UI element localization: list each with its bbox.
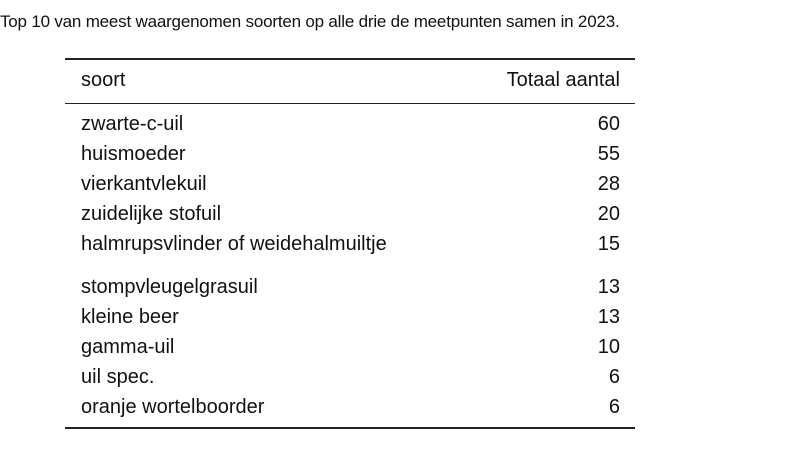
table-row: zuidelijke stofuil 20 (65, 203, 635, 231)
count-cell: 6 (608, 366, 620, 388)
species-name-cell: huismoeder (81, 143, 186, 165)
species-name-cell: vierkantvlekuil (81, 173, 207, 195)
count-cell: 20 (597, 203, 620, 225)
count-cell: 13 (597, 306, 620, 328)
table-header-rule (65, 103, 635, 104)
column-header-totaal-aantal: Totaal aantal (506, 69, 620, 91)
species-name-cell: uil spec. (81, 366, 155, 388)
species-name-cell: kleine beer (81, 306, 179, 328)
species-name-cell: oranje wortelboorder (81, 396, 265, 418)
species-name-cell: halmrupsvlinder of weidehalmuiltje (81, 233, 387, 255)
table-bottom-rule (65, 427, 635, 429)
table-row: huismoeder 55 (65, 143, 635, 171)
species-name-cell: stompvleugelgrasuil (81, 276, 258, 298)
table-row: kleine beer 13 (65, 306, 635, 334)
count-cell: 55 (597, 143, 620, 165)
species-name-cell: zuidelijke stofuil (81, 203, 222, 225)
table-row: oranje wortelboorder 6 (65, 396, 635, 424)
count-cell: 15 (597, 233, 620, 255)
table-row: uil spec. 6 (65, 366, 635, 394)
table-row: stompvleugelgrasuil 13 (65, 276, 635, 304)
species-name-cell: zwarte-c-uil (81, 113, 184, 135)
count-cell: 60 (597, 113, 620, 135)
table-top-rule (65, 58, 635, 60)
column-header-soort: soort (81, 69, 126, 91)
table-row: halmrupsvlinder of weidehalmuiltje 15 (65, 233, 635, 261)
table-row: zwarte-c-uil 60 (65, 113, 635, 141)
table-row: gamma-uil 10 (65, 336, 635, 364)
count-cell: 28 (597, 173, 620, 195)
table-row: vierkantvlekuil 28 (65, 173, 635, 201)
species-name-cell: gamma-uil (81, 336, 175, 358)
count-cell: 13 (597, 276, 620, 298)
count-cell: 6 (608, 396, 620, 418)
count-cell: 10 (597, 336, 620, 358)
table-caption: Top 10 van meest waargenomen soorten op … (0, 12, 620, 31)
